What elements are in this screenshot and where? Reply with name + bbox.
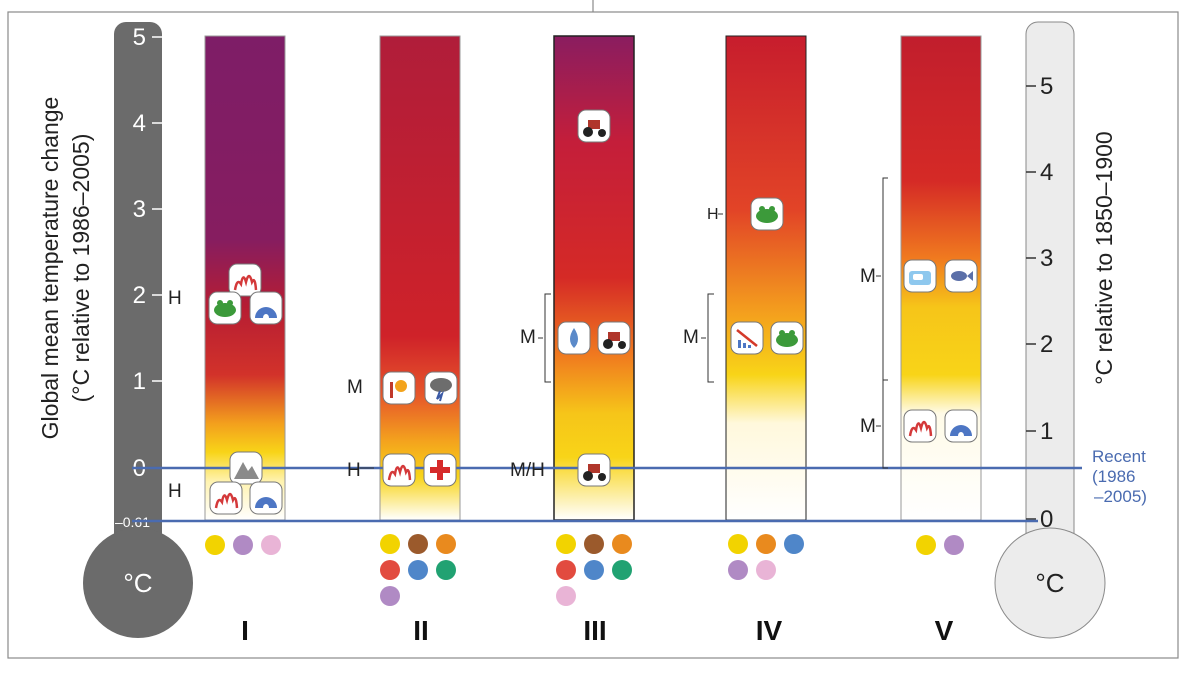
dot-blue: [408, 560, 428, 580]
left-tick-1: 1: [133, 368, 146, 395]
medical-cross-icon: [423, 453, 457, 487]
left-tick-3: 3: [133, 196, 146, 223]
right-thermometer: °C: [994, 21, 1106, 639]
left-tick-5: 5: [133, 24, 146, 51]
icons-layer: [208, 109, 978, 515]
left-tick-4: 4: [133, 110, 146, 137]
tractor-icon: [577, 453, 611, 487]
column-labels: I II III IV V: [241, 615, 954, 646]
conf-V-upper: M: [860, 266, 876, 287]
dot-brown: [408, 534, 428, 554]
right-thermometer-unit: °C: [1035, 568, 1064, 598]
right-axis-title: °C relative to 1850–1900: [1091, 131, 1117, 384]
left-tick-2: 2: [133, 282, 146, 309]
dot-blue: [584, 560, 604, 580]
sector-dots: [205, 534, 964, 606]
mountain-icon: [229, 451, 263, 485]
conf-I-upper: H: [168, 288, 182, 309]
coral-icon: [228, 263, 262, 297]
risk-bar-IV: [725, 35, 807, 521]
bracket-IV: [707, 293, 714, 383]
dot-red: [380, 560, 400, 580]
column-label-IV: IV: [756, 615, 783, 646]
tractor-icon: [597, 321, 631, 355]
right-tick-3: 3: [1040, 245, 1053, 272]
igloo-icon: [249, 481, 283, 515]
storm-cloud-icon: [424, 371, 458, 405]
dot-orange: [756, 534, 776, 554]
dot-brown: [584, 534, 604, 554]
water-drop-icon: [557, 321, 591, 355]
dot-yellow: [380, 534, 400, 554]
dot-lavender: [728, 560, 748, 580]
conf-V-lower: M: [860, 416, 876, 437]
dot-lavender: [380, 586, 400, 606]
dot-pink: [756, 560, 776, 580]
right-tick-0: 0: [1040, 506, 1053, 533]
risk-bar-III: [553, 35, 635, 521]
frog-icon: [770, 321, 804, 355]
left-axis-title-line2: (°C relative to 1986–2005): [68, 134, 94, 403]
conf-II-lower: H: [347, 460, 361, 481]
coral-icon: [382, 453, 416, 487]
dot-pink: [261, 535, 281, 555]
heat-sun-icon: [382, 371, 416, 405]
coral-icon: [209, 481, 243, 515]
conf-IV-upper: H: [707, 206, 719, 223]
dot-orange: [436, 534, 456, 554]
sea-ice-icon: [903, 259, 937, 293]
fish-icon: [944, 259, 978, 293]
column-label-I: I: [241, 615, 249, 646]
confidence-labels: H H M H M M/H H M M M: [168, 206, 876, 502]
conf-IV-lower: M: [683, 327, 699, 348]
dot-orange: [612, 534, 632, 554]
bracket-V-upper: [882, 177, 888, 381]
dot-yellow: [916, 535, 936, 555]
dot-lavender: [944, 535, 964, 555]
igloo-icon: [249, 291, 283, 325]
dot-red: [556, 560, 576, 580]
dot-yellow: [556, 534, 576, 554]
right-tick-2: 2: [1040, 331, 1053, 358]
right-axis-ticks: 5 4 3 2 1 0: [1026, 73, 1053, 533]
igloo-icon: [944, 409, 978, 443]
recent-label-line3: –2005): [1094, 487, 1147, 506]
dot-green: [436, 560, 456, 580]
recent-label-line1: Recent: [1092, 447, 1146, 466]
column-label-II: II: [413, 615, 429, 646]
conf-III-lower: M/H: [510, 460, 545, 481]
dot-pink: [556, 586, 576, 606]
conf-I-lower: H: [168, 481, 182, 502]
right-tick-5: 5: [1040, 73, 1053, 100]
bracket-V-lower: [882, 379, 888, 469]
dot-yellow: [205, 535, 225, 555]
bracket-III: [544, 293, 551, 383]
recent-label-line2: (1986: [1092, 467, 1135, 486]
dot-green: [612, 560, 632, 580]
confidence-brackets: [360, 177, 888, 469]
dot-lavender: [233, 535, 253, 555]
left-thermometer-unit: °C: [123, 568, 152, 598]
dot-yellow: [728, 534, 748, 554]
tractor-icon: [577, 109, 611, 143]
economic-loss-icon: [730, 321, 764, 355]
left-thermometer: °C: [83, 22, 193, 638]
recent-label: Recent (1986 –2005): [1092, 447, 1147, 506]
right-tick-1: 1: [1040, 418, 1053, 445]
coral-icon: [903, 409, 937, 443]
conf-II-upper: M: [347, 377, 363, 398]
frog-icon: [208, 291, 242, 325]
frog-icon: [750, 197, 784, 231]
left-axis-title-line1: Global mean temperature change: [37, 97, 63, 440]
dot-blue: [784, 534, 804, 554]
column-label-III: III: [583, 615, 606, 646]
conf-III-upper: M: [520, 327, 536, 348]
right-tick-4: 4: [1040, 159, 1053, 186]
column-label-V: V: [935, 615, 954, 646]
risk-bar-II: [379, 35, 461, 521]
